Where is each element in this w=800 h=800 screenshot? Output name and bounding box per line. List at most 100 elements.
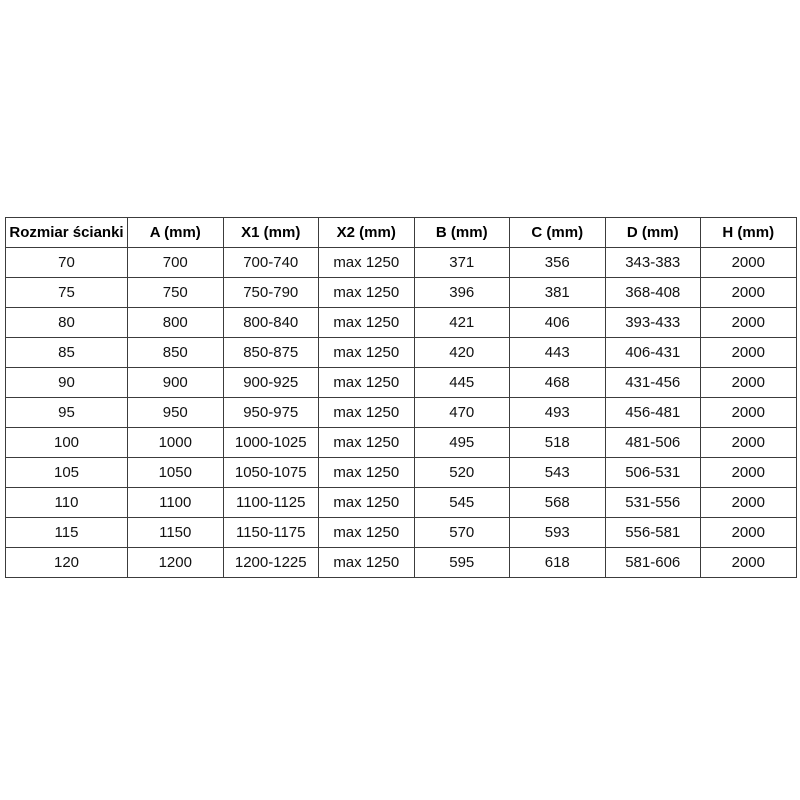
table-cell: 456-481 xyxy=(604,397,701,428)
table-cell: 105 xyxy=(5,457,128,488)
table-cell: 531-556 xyxy=(604,487,701,518)
table-cell: 2000 xyxy=(700,367,797,398)
table-cell: 581-606 xyxy=(604,547,701,578)
table-cell: 100 xyxy=(5,427,128,458)
table-cell: 2000 xyxy=(700,457,797,488)
table-cell: 445 xyxy=(413,367,510,398)
table-row: 90 900 900-925 max 1250 445 468 431-456 2000 xyxy=(5,367,797,398)
table-cell: 495 xyxy=(413,427,510,458)
table-body: 70 700 700-740 max 1250 371 356 343-383 2000 75 7… xyxy=(5,247,797,578)
table-cell: 95 xyxy=(5,397,128,428)
table-cell: 468 xyxy=(509,367,606,398)
table-cell: 700 xyxy=(127,247,224,278)
table-cell: 2000 xyxy=(700,307,797,338)
table-cell: 900-925 xyxy=(222,367,319,398)
table-cell: 1150-1175 xyxy=(222,517,319,548)
header-cell: X2 (mm) xyxy=(318,217,415,248)
table-cell: 556-581 xyxy=(604,517,701,548)
table-cell: 2000 xyxy=(700,397,797,428)
table-cell: 443 xyxy=(509,337,606,368)
table-cell: 1000-1025 xyxy=(222,427,319,458)
table-row: 105 1050 1050-1075 max 1250 520 543 506-531 200… xyxy=(5,457,797,488)
table-cell: 371 xyxy=(413,247,510,278)
table-cell: 406-431 xyxy=(604,337,701,368)
table-cell: 1200 xyxy=(127,547,224,578)
table-cell: 1050-1075 xyxy=(222,457,319,488)
table-cell: 2000 xyxy=(700,277,797,308)
header-row: Rozmiar ścianki A (mm) X1 (mm) X2 (mm) B (mm… xyxy=(5,217,797,248)
header-cell: H (mm) xyxy=(700,217,797,248)
header-cell: A (mm) xyxy=(127,217,224,248)
table-cell: 2000 xyxy=(700,517,797,548)
table-cell: 470 xyxy=(413,397,510,428)
table-cell: 396 xyxy=(413,277,510,308)
header-cell: C (mm) xyxy=(509,217,606,248)
table-cell: max 1250 xyxy=(318,397,415,428)
table-row: 80 800 800-840 max 1250 421 406 393-433 2000 xyxy=(5,307,797,338)
table-cell: 618 xyxy=(509,547,606,578)
table-cell: 506-531 xyxy=(604,457,701,488)
table-cell: 1100 xyxy=(127,487,224,518)
table-cell: max 1250 xyxy=(318,427,415,458)
table-cell: 750 xyxy=(127,277,224,308)
table-cell: 545 xyxy=(413,487,510,518)
table-cell: 343-383 xyxy=(604,247,701,278)
header-cell: Rozmiar ścianki xyxy=(5,217,128,248)
table-cell: 800 xyxy=(127,307,224,338)
table-cell: 90 xyxy=(5,367,128,398)
table-row: 70 700 700-740 max 1250 371 356 343-383 2000 xyxy=(5,247,797,278)
table-row: 100 1000 1000-1025 max 1250 495 518 481-506 200… xyxy=(5,427,797,458)
table-cell: 420 xyxy=(413,337,510,368)
table-row: 95 950 950-975 max 1250 470 493 456-481 2000 xyxy=(5,397,797,428)
table-cell: 70 xyxy=(5,247,128,278)
table-cell: 2000 xyxy=(700,547,797,578)
table-cell: 110 xyxy=(5,487,128,518)
table-cell: 431-456 xyxy=(604,367,701,398)
table-row: 110 1100 1100-1125 max 1250 545 568 531-556 200… xyxy=(5,487,797,518)
table-row: 120 1200 1200-1225 max 1250 595 618 581-606 200… xyxy=(5,547,797,578)
table-cell: 950 xyxy=(127,397,224,428)
table-cell: 570 xyxy=(413,517,510,548)
table-cell: 75 xyxy=(5,277,128,308)
table-cell: 595 xyxy=(413,547,510,578)
table-cell: max 1250 xyxy=(318,247,415,278)
table-cell: max 1250 xyxy=(318,487,415,518)
table-cell: 85 xyxy=(5,337,128,368)
table-cell: 950-975 xyxy=(222,397,319,428)
wall-size-spec-table: Rozmiar ścianki A (mm) X1 (mm) X2 (mm) B (mm… xyxy=(5,217,797,578)
table-cell: 593 xyxy=(509,517,606,548)
table-row: 75 750 750-790 max 1250 396 381 368-408 2000 xyxy=(5,277,797,308)
table-cell: 393-433 xyxy=(604,307,701,338)
table-cell: 381 xyxy=(509,277,606,308)
table-header: Rozmiar ścianki A (mm) X1 (mm) X2 (mm) B (mm… xyxy=(5,217,797,248)
table-cell: 2000 xyxy=(700,247,797,278)
table-cell: max 1250 xyxy=(318,517,415,548)
header-cell: D (mm) xyxy=(604,217,701,248)
table-cell: max 1250 xyxy=(318,547,415,578)
table-cell: 406 xyxy=(509,307,606,338)
table-cell: 1100-1125 xyxy=(222,487,319,518)
table-row: 115 1150 1150-1175 max 1250 570 593 556-581 200… xyxy=(5,517,797,548)
table-cell: 1200-1225 xyxy=(222,547,319,578)
header-cell: B (mm) xyxy=(413,217,510,248)
table-cell: 1000 xyxy=(127,427,224,458)
table-cell: 750-790 xyxy=(222,277,319,308)
table-row: 85 850 850-875 max 1250 420 443 406-431 2000 xyxy=(5,337,797,368)
table-cell: 900 xyxy=(127,367,224,398)
table-cell: 700-740 xyxy=(222,247,319,278)
table-cell: 2000 xyxy=(700,337,797,368)
table-cell: 368-408 xyxy=(604,277,701,308)
table-cell: 568 xyxy=(509,487,606,518)
header-cell: X1 (mm) xyxy=(222,217,319,248)
table-cell: max 1250 xyxy=(318,307,415,338)
table-cell: 543 xyxy=(509,457,606,488)
table-cell: 493 xyxy=(509,397,606,428)
table-cell: max 1250 xyxy=(318,337,415,368)
table-cell: 481-506 xyxy=(604,427,701,458)
table-cell: max 1250 xyxy=(318,277,415,308)
table-cell: 421 xyxy=(413,307,510,338)
table-cell: 850 xyxy=(127,337,224,368)
table-cell: 115 xyxy=(5,517,128,548)
table-cell: max 1250 xyxy=(318,457,415,488)
